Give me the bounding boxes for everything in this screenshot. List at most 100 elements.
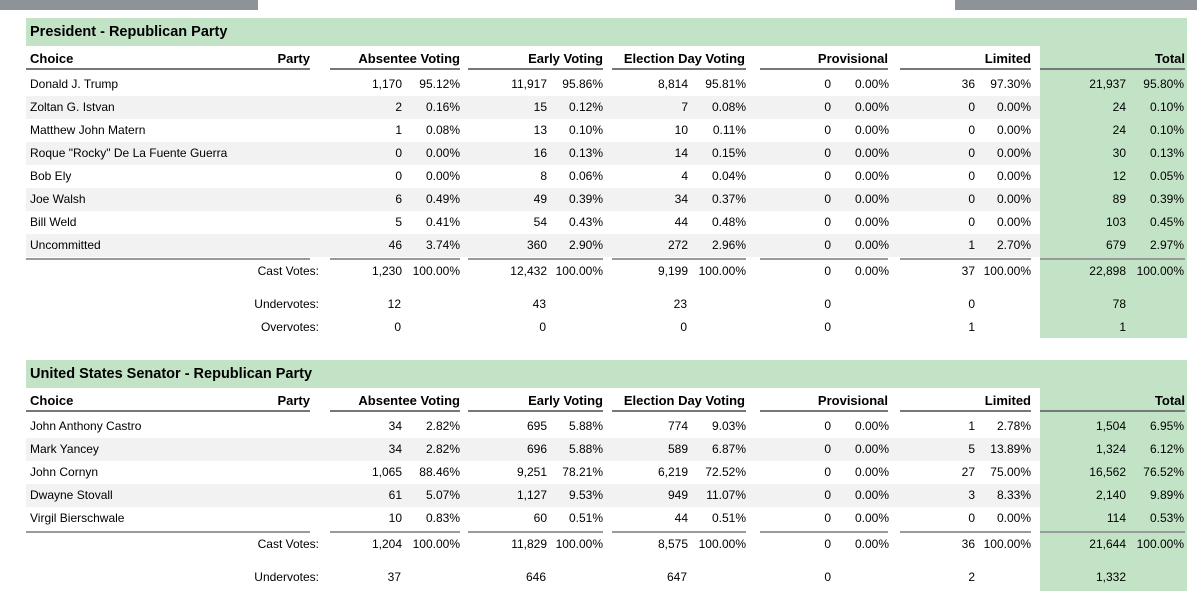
limited-votes: 5 xyxy=(968,442,975,456)
total-pct: 0.13% xyxy=(1149,146,1184,160)
column-header-early: Early Voting xyxy=(528,393,603,408)
total-pct: 0.05% xyxy=(1149,169,1184,183)
absentee-votes: 1,204 xyxy=(371,537,402,551)
total-votes: 24 xyxy=(1112,123,1126,137)
candidate-name: Virgil Bierschwale xyxy=(30,511,125,525)
total-votes: 12 xyxy=(1112,169,1126,183)
election-day-pct: 0.04% xyxy=(711,169,746,183)
total-votes: 1,504 xyxy=(1095,419,1126,433)
total-votes: 2,140 xyxy=(1095,488,1126,502)
absentee-votes: 1,065 xyxy=(371,465,402,479)
limited-votes: 36 xyxy=(961,77,975,91)
absentee-votes: 2 xyxy=(395,100,402,114)
early-votes: 1,127 xyxy=(516,488,547,502)
total-pct: 95.80% xyxy=(1143,77,1184,91)
early-pct: 2.90% xyxy=(568,238,603,252)
limited-votes: 0 xyxy=(968,511,975,525)
absentee-pct: 100.00% xyxy=(412,264,460,278)
race-title: President - Republican Party xyxy=(26,18,1187,46)
total-pct: 0.45% xyxy=(1149,215,1184,229)
election-day-votes: 8,814 xyxy=(657,77,688,91)
total-column-band xyxy=(1040,388,1187,591)
provisional-pct: 0.00% xyxy=(854,238,889,252)
absentee-votes: 0 xyxy=(394,320,401,334)
total-votes: 1,324 xyxy=(1095,442,1126,456)
column-header-absentee: Absentee Voting xyxy=(358,393,460,408)
provisional-votes: 0 xyxy=(824,169,831,183)
total-pct: 6.12% xyxy=(1149,442,1184,456)
provisional-pct: 0.00% xyxy=(854,442,889,456)
provisional-pct: 0.00% xyxy=(854,488,889,502)
column-header-limited: Limited xyxy=(984,51,1031,66)
election-day-votes: 10 xyxy=(674,123,688,137)
election-day-pct: 0.15% xyxy=(711,146,746,160)
candidate-name: Matthew John Matern xyxy=(30,123,146,137)
limited-votes: 0 xyxy=(968,123,975,137)
absentee-votes: 1 xyxy=(395,123,402,137)
election-day-votes: 44 xyxy=(674,215,688,229)
table-row xyxy=(26,96,1040,119)
summary-separator xyxy=(26,531,310,533)
provisional-votes: 0 xyxy=(824,123,831,137)
early-pct: 0.13% xyxy=(568,146,603,160)
column-header-total: Total xyxy=(1154,51,1185,66)
summary-separator xyxy=(612,531,746,533)
absentee-votes: 37 xyxy=(387,570,401,584)
early-votes: 60 xyxy=(533,511,547,525)
candidate-name: Mark Yancey xyxy=(30,442,99,456)
election-day-votes: 589 xyxy=(667,442,688,456)
limited-pct: 0.00% xyxy=(996,146,1031,160)
total-votes: 103 xyxy=(1105,215,1126,229)
header-underline xyxy=(1040,410,1185,412)
provisional-pct: 0.00% xyxy=(854,77,889,91)
early-pct: 0.51% xyxy=(568,511,603,525)
column-header-limited: Limited xyxy=(984,393,1031,408)
provisional-votes: 0 xyxy=(824,511,831,525)
absentee-pct: 2.82% xyxy=(425,419,460,433)
absentee-pct: 0.83% xyxy=(425,511,460,525)
limited-pct: 100.00% xyxy=(983,537,1031,551)
candidate-name: John Cornyn xyxy=(30,465,99,479)
absentee-votes: 1,170 xyxy=(371,77,402,91)
limited-votes: 1 xyxy=(968,320,975,334)
column-header-party: Party xyxy=(277,51,310,66)
provisional-votes: 0 xyxy=(824,488,831,502)
summary-label: Undervotes: xyxy=(254,570,319,584)
limited-pct: 0.00% xyxy=(996,192,1031,206)
early-pct: 5.88% xyxy=(568,442,603,456)
total-pct: 6.95% xyxy=(1149,419,1184,433)
limited-pct: 100.00% xyxy=(983,264,1031,278)
column-header-election-day: Election Day Voting xyxy=(623,51,745,66)
limited-pct: 0.00% xyxy=(996,215,1031,229)
provisional-pct: 0.00% xyxy=(854,146,889,160)
early-votes: 43 xyxy=(532,297,546,311)
total-pct: 100.00% xyxy=(1136,537,1184,551)
early-votes: 8 xyxy=(540,169,547,183)
total-votes: 16,562 xyxy=(1089,465,1126,479)
table-row xyxy=(26,438,1040,461)
limited-pct: 75.00% xyxy=(990,465,1031,479)
absentee-votes: 46 xyxy=(388,238,402,252)
header-underline xyxy=(468,410,603,412)
limited-votes: 0 xyxy=(968,146,975,160)
summary-label: Overvotes: xyxy=(260,320,319,334)
total-votes: 24 xyxy=(1112,100,1126,114)
election-day-votes: 4 xyxy=(681,169,688,183)
header-underline xyxy=(612,410,746,412)
early-votes: 54 xyxy=(533,215,547,229)
total-votes: 679 xyxy=(1105,238,1126,252)
election-day-votes: 0 xyxy=(680,320,687,334)
total-pct: 2.97% xyxy=(1149,238,1184,252)
provisional-pct: 0.00% xyxy=(854,264,889,278)
early-votes: 0 xyxy=(539,320,546,334)
race-president: President - Republican Party Choice Party… xyxy=(0,18,1197,338)
provisional-pct: 0.00% xyxy=(854,169,889,183)
table-row xyxy=(26,484,1040,507)
header-underline xyxy=(26,410,310,412)
provisional-votes: 0 xyxy=(824,146,831,160)
election-day-votes: 8,575 xyxy=(657,537,688,551)
total-votes: 114 xyxy=(1106,511,1126,525)
header-underline xyxy=(1040,68,1185,70)
column-header-party: Party xyxy=(277,393,310,408)
absentee-votes: 5 xyxy=(395,215,402,229)
